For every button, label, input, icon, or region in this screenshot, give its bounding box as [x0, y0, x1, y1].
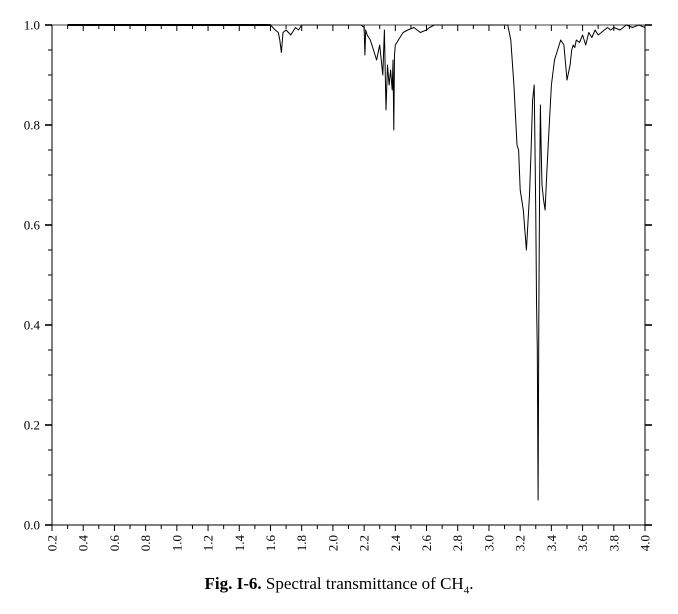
- caption-label: Fig. I-6.: [204, 574, 262, 593]
- x-tick-label: 4.0: [638, 535, 653, 551]
- x-tick-label: 3.2: [513, 535, 528, 551]
- x-tick-label: 2.8: [450, 535, 465, 551]
- caption-suffix: .: [469, 574, 474, 593]
- x-tick-label: 0.4: [76, 535, 91, 552]
- y-tick-label: 0.4: [24, 318, 41, 333]
- y-tick-label: 0.0: [24, 518, 40, 533]
- x-tick-label: 1.0: [169, 535, 184, 551]
- x-tick-label: 3.6: [575, 535, 590, 552]
- y-tick-labels: 0.0 0.2 0.4 0.6 0.8 1.0: [24, 18, 41, 533]
- x-tick-label: 2.2: [357, 535, 372, 551]
- x-tick-label: 1.2: [201, 535, 216, 551]
- x-tick-label: 1.4: [232, 535, 247, 552]
- figure-caption: Fig. I-6. Spectral transmittance of CH4.: [0, 574, 678, 596]
- x-tick-label: 0.8: [138, 535, 153, 551]
- x-tick-labels: 0.2 0.4 0.6 0.8 1.0 1.2 1.4 1.6 1.8 2.0 2.2 2.4 2.6 2…: [45, 535, 653, 552]
- x-tick-label: 3.0: [481, 535, 496, 551]
- series-group: [67, 24, 646, 501]
- y-tick-label: 0.6: [24, 218, 41, 233]
- y-tick-label: 1.0: [24, 18, 40, 33]
- transmittance-series-line: [67, 24, 646, 501]
- x-tick-label: 3.4: [544, 535, 559, 552]
- x-tick-label: 2.4: [388, 535, 403, 552]
- y-tick-label: 0.8: [24, 118, 40, 133]
- x-tick-label: 1.8: [294, 535, 309, 551]
- x-tick-label: 1.6: [263, 535, 278, 552]
- x-tick-label: 2.6: [419, 535, 434, 552]
- x-tick-label: 3.8: [606, 535, 621, 551]
- caption-subscript: 4: [463, 584, 470, 597]
- axis-ticks: [45, 24, 652, 531]
- y-tick-label: 0.2: [24, 418, 40, 433]
- x-tick-label: 0.6: [107, 535, 122, 552]
- transmittance-chart: 0.0 0.2 0.4 0.6 0.8 1.0 0.2 0.4 0.6 0.8 1.0 1.2 1.4…: [24, 18, 653, 552]
- x-tick-label: 0.2: [45, 535, 60, 551]
- plot-frame: [51, 24, 646, 526]
- x-tick-label: 2.0: [325, 535, 340, 551]
- caption-text: Spectral transmittance of CH: [265, 574, 464, 593]
